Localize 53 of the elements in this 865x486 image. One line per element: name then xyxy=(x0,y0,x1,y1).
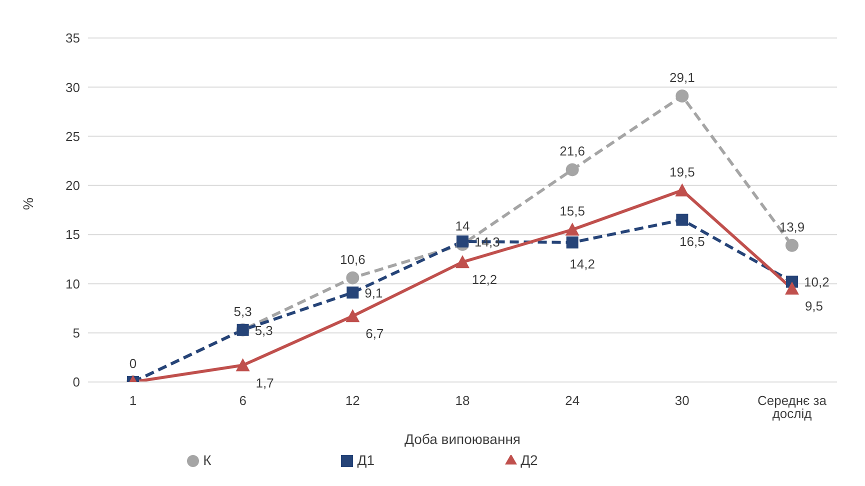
point xyxy=(456,255,470,268)
y-tick-label: 5 xyxy=(72,325,80,340)
y-tick-label: 15 xyxy=(66,227,80,242)
point xyxy=(786,238,798,252)
point xyxy=(675,183,690,196)
data-label: 19,5 xyxy=(670,164,695,180)
data-label: 1,7 xyxy=(256,375,274,390)
data-label: 5,3 xyxy=(254,322,273,338)
data-label: 9,5 xyxy=(804,298,824,314)
point xyxy=(676,89,689,102)
y-tick-label: 30 xyxy=(66,80,80,95)
data-label: 5,3 xyxy=(234,304,252,319)
y-axis-title: % xyxy=(20,198,36,210)
data-label: 6,7 xyxy=(366,326,384,342)
point xyxy=(566,163,579,176)
point xyxy=(676,214,688,226)
y-tick-label: 25 xyxy=(66,128,80,144)
x-tick-label: 18 xyxy=(455,393,470,408)
data-label: 10,2 xyxy=(804,274,830,290)
point xyxy=(346,271,360,284)
point xyxy=(456,235,468,248)
x-tick-label: 24 xyxy=(565,393,580,408)
data-label: 0 xyxy=(129,356,137,371)
x-tick-label: 6 xyxy=(239,393,246,408)
legend-label: Д1 xyxy=(357,452,375,468)
y-tick-label: 20 xyxy=(66,178,80,194)
data-label: 10,6 xyxy=(340,252,366,267)
legend-label: К xyxy=(203,452,212,468)
data-label: 21,6 xyxy=(560,144,585,159)
point xyxy=(346,286,359,299)
point xyxy=(565,222,580,236)
data-label: 16,5 xyxy=(680,234,705,249)
data-label: 14,3 xyxy=(474,234,500,250)
x-tick-label: 1 xyxy=(129,393,137,408)
point xyxy=(566,236,578,248)
data-label: 9,1 xyxy=(364,286,383,301)
data-label: 15,5 xyxy=(560,204,585,219)
data-label: 14,2 xyxy=(570,256,595,272)
x-tick-label: Середнє за дослід xyxy=(758,393,828,422)
x-tick-label: 12 xyxy=(345,393,360,408)
y-tick-label: 35 xyxy=(66,30,80,46)
data-label: 29,1 xyxy=(670,70,695,85)
point xyxy=(785,282,799,295)
point xyxy=(346,309,360,322)
data-label: 13,9 xyxy=(779,219,805,234)
data-label: 12,2 xyxy=(472,272,498,288)
point xyxy=(236,358,250,372)
x-axis-title: Доба випоювання xyxy=(404,431,521,447)
legend-label: Д2 xyxy=(520,452,538,468)
data-label: 14 xyxy=(455,218,470,234)
x-tick-label: 30 xyxy=(674,393,690,408)
y-tick-label: 0 xyxy=(72,374,80,390)
y-tick-label: 10 xyxy=(66,276,80,292)
